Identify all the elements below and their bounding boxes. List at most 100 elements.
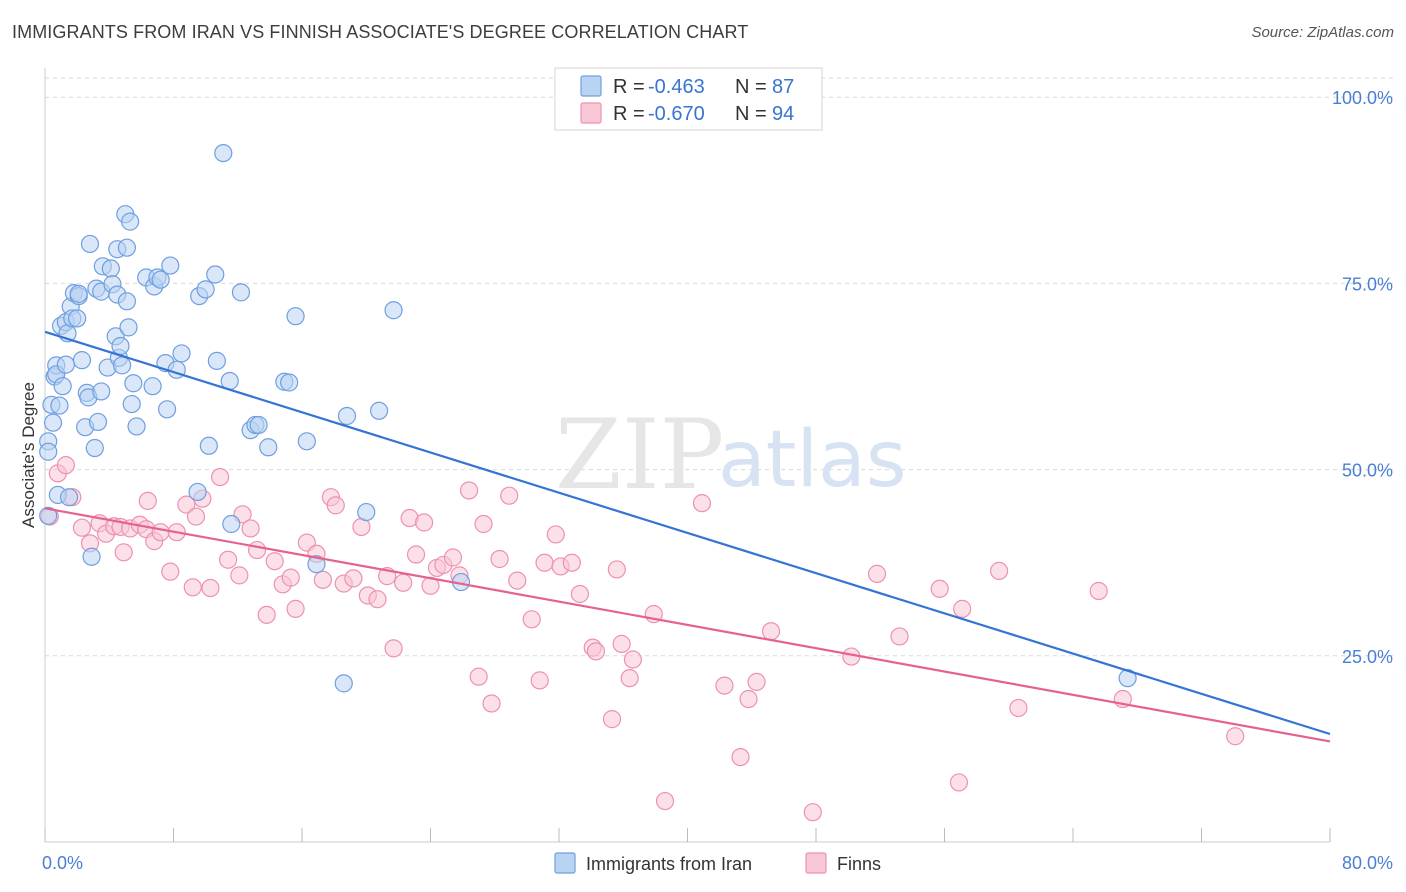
finns-point (56, 456, 75, 475)
finns-point (474, 514, 493, 534)
y-axis-title: Associate's Degree (19, 382, 38, 528)
legend-n-value-iran: 87 (772, 76, 794, 98)
iran-point (280, 373, 299, 392)
iran-point (82, 547, 101, 566)
iran-point (297, 432, 316, 451)
finns-point (570, 584, 589, 604)
finns-point (490, 549, 509, 569)
iran-point (231, 283, 251, 302)
iran-point (334, 674, 353, 693)
iran-point (249, 415, 268, 435)
iran-point (72, 351, 92, 370)
y-tick-label: 75.0% (1342, 274, 1393, 294)
y-tick-label: 100.0% (1332, 88, 1393, 108)
finns-point (522, 610, 541, 629)
finns-point (183, 578, 202, 597)
iran-point (222, 514, 241, 534)
trend-line-finns (44, 507, 1331, 743)
iran-point (157, 400, 177, 419)
iran-point (117, 238, 137, 257)
iran-point (92, 382, 111, 401)
finns-point (219, 550, 238, 569)
legend-r-label-iran: R = (613, 76, 645, 98)
iran-point (111, 336, 130, 356)
correlation-legend: R = -0.463 N = 87 R = -0.670 N = 94 (554, 67, 823, 131)
finns-point (803, 803, 822, 822)
x-tick-label: 80.0% (1342, 853, 1393, 873)
iran-point (50, 396, 69, 415)
finns-point (414, 513, 434, 532)
finns-point (469, 667, 488, 686)
finns-point (500, 486, 519, 505)
finns-point (257, 605, 276, 624)
iran-point (43, 413, 63, 432)
finns-point (692, 494, 712, 513)
finns-point (384, 639, 403, 658)
iran-point (370, 401, 389, 420)
iran-point (384, 301, 403, 320)
finns-point (265, 552, 284, 571)
finns-point (620, 669, 639, 688)
iran-point (259, 438, 278, 457)
finns-point (761, 622, 781, 641)
watermark: ZIP atlas (555, 399, 907, 511)
finns-point (562, 553, 581, 572)
iran-point (357, 502, 376, 522)
series-iran-points (39, 143, 1137, 693)
trend-line-iran (44, 330, 1331, 736)
iran-point (337, 406, 357, 426)
trend-lines (44, 330, 1331, 743)
watermark-zip: ZIP (555, 399, 724, 511)
finns-point (186, 507, 206, 526)
finns-point (930, 579, 949, 598)
finns-point (210, 467, 230, 487)
iran-point (39, 506, 58, 525)
series-finns-points (40, 456, 1245, 822)
finns-point (114, 543, 133, 562)
finns-point (867, 564, 887, 583)
finns-point (406, 545, 426, 564)
finns-point (535, 553, 554, 572)
iran-point (127, 417, 146, 436)
finns-point (949, 773, 969, 792)
x-tick-label: 0.0% (42, 853, 83, 873)
iran-point (53, 377, 72, 396)
finns-point (731, 747, 750, 767)
finns-point (247, 540, 267, 560)
iran-point (143, 377, 162, 396)
finns-point (286, 599, 305, 618)
finns-point (177, 495, 196, 514)
iran-point (39, 442, 58, 461)
finns-point (1089, 581, 1108, 601)
iran-point (307, 555, 326, 574)
finns-point (1226, 727, 1245, 746)
finns-point (546, 525, 565, 544)
finns-point (890, 627, 909, 646)
x-tick-labels: 0.0% 80.0% (42, 853, 1393, 873)
finns-point (344, 569, 363, 588)
iran-point (124, 374, 143, 393)
iran-point (119, 318, 138, 337)
iran-point (214, 143, 233, 163)
finns-point (623, 650, 642, 669)
iran-point (117, 292, 137, 311)
finns-point (241, 519, 260, 538)
legend-n-label-finns: N = (735, 103, 767, 125)
iran-point (59, 488, 79, 507)
finns-point (715, 676, 734, 695)
finns-point (230, 566, 249, 585)
finns-point (612, 634, 631, 653)
finns-point (281, 568, 300, 587)
series-legend: Immigrants from Iran Finns (554, 852, 881, 874)
finns-point (138, 491, 157, 510)
iran-point (161, 256, 180, 275)
iran-point (101, 259, 120, 278)
chart-source: Source: ZipAtlas.com (1251, 24, 1394, 41)
finns-point (586, 642, 606, 661)
finns-point (161, 562, 180, 581)
finns-point (655, 791, 675, 811)
finns-point (953, 599, 972, 618)
finns-point (443, 548, 463, 567)
y-tick-labels: 25.0% 50.0% 75.0% 100.0% (1332, 88, 1393, 667)
